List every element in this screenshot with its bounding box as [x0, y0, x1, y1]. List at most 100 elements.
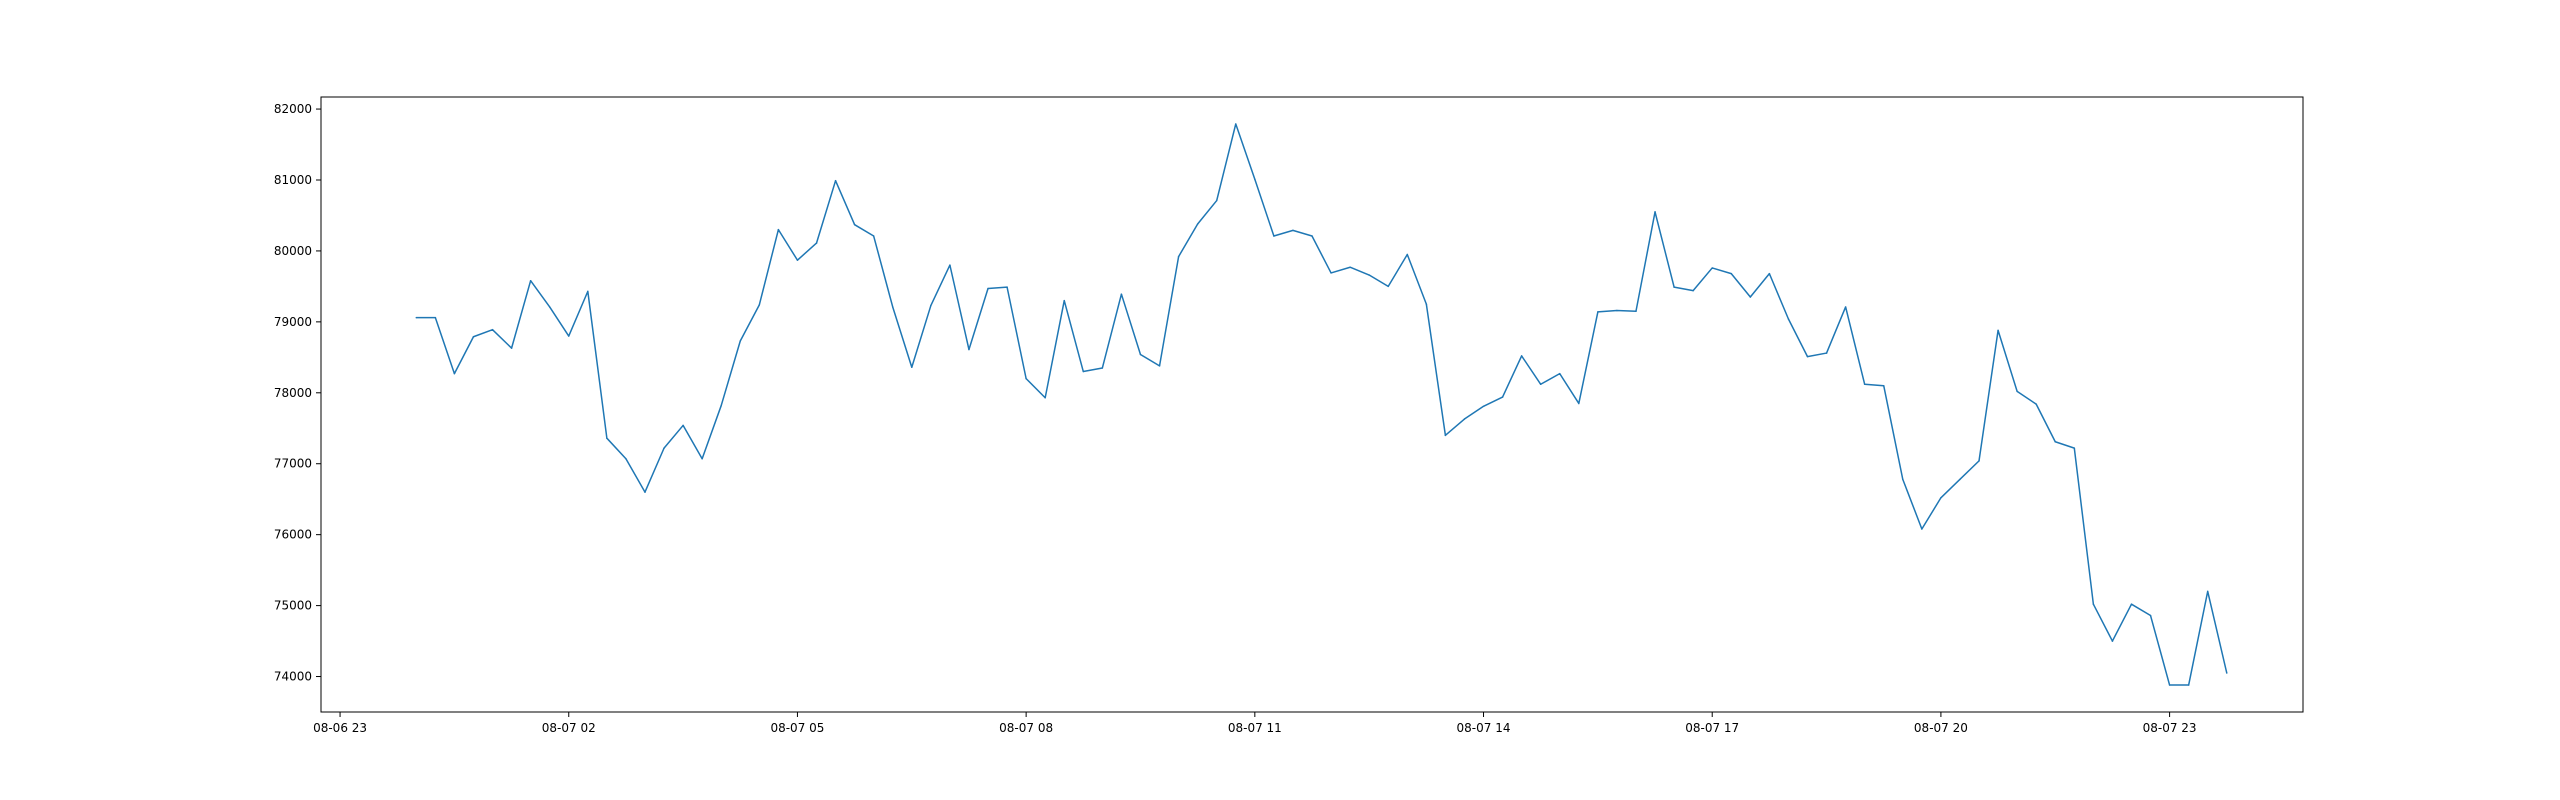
data-point	[777, 228, 780, 231]
data-point	[1311, 235, 1313, 237]
x-tick-label: 08-07 08	[999, 721, 1053, 735]
data-point	[1006, 286, 1008, 288]
data-point	[1844, 306, 1847, 308]
data-point	[1044, 397, 1046, 399]
data-point	[1673, 286, 1675, 288]
data-point	[1482, 405, 1485, 408]
data-point	[949, 264, 951, 266]
data-point	[1292, 229, 1294, 232]
data-point	[1215, 199, 1218, 202]
data-point	[1787, 318, 1790, 320]
data-point	[2187, 684, 2190, 686]
data-point	[434, 316, 437, 319]
data-point	[1654, 211, 1656, 213]
data-point	[1940, 497, 1942, 499]
data-point	[1730, 272, 1733, 275]
data-point	[1101, 367, 1104, 369]
data-point	[1559, 372, 1561, 375]
data-point	[2226, 672, 2228, 674]
data-point	[2149, 614, 2152, 617]
y-tick-label: 75000	[274, 599, 312, 613]
data-point	[1597, 311, 1599, 313]
data-point	[529, 279, 532, 282]
y-tick-label: 76000	[274, 528, 312, 542]
data-point	[1578, 402, 1580, 405]
data-point	[606, 437, 608, 439]
data-point	[1806, 355, 1809, 358]
y-tick-label: 81000	[274, 173, 312, 187]
x-tick-label: 08-06 23	[313, 721, 367, 735]
data-point	[2130, 603, 2133, 605]
data-point	[1196, 223, 1199, 225]
data-point	[1635, 310, 1637, 312]
data-point	[1978, 460, 1980, 462]
data-point	[1768, 272, 1771, 275]
data-point	[1406, 253, 1409, 256]
data-point	[2035, 403, 2037, 405]
data-point	[872, 235, 875, 237]
data-point	[1063, 299, 1065, 302]
y-tick-label: 79000	[274, 315, 312, 329]
x-tick-label: 08-07 02	[542, 721, 596, 735]
data-point	[625, 458, 627, 460]
x-tick-label: 08-07 23	[2143, 721, 2197, 735]
data-point	[1368, 274, 1370, 276]
data-point	[1444, 434, 1447, 437]
data-point	[1330, 272, 1332, 274]
data-point	[2092, 603, 2095, 605]
data-point	[1425, 303, 1428, 305]
data-point	[2168, 684, 2171, 686]
data-point	[2054, 440, 2056, 443]
data-point	[1501, 396, 1504, 398]
x-axis: 08-06 23 08-07 02 08-07 05 08-07 08 08-07 11…	[313, 712, 2197, 735]
plot-frame	[320, 96, 2304, 713]
data-point	[2111, 640, 2114, 642]
data-point	[1539, 383, 1542, 386]
y-tick-label: 80000	[274, 244, 312, 258]
data-point	[472, 336, 475, 338]
data-point	[1959, 478, 1961, 481]
data-point	[2206, 590, 2209, 593]
data-point	[1692, 289, 1694, 292]
data-point	[663, 447, 665, 449]
series-line	[416, 123, 2228, 686]
data-point	[834, 179, 837, 182]
data-point	[720, 404, 722, 407]
data-point	[2016, 390, 2018, 393]
data-point	[1997, 329, 1999, 332]
data-point	[987, 287, 989, 290]
data-point	[891, 306, 894, 308]
data-point	[853, 223, 856, 226]
data-point	[1235, 123, 1237, 125]
data-point	[1273, 235, 1275, 237]
x-tick-label: 08-07 20	[1914, 721, 1968, 735]
data-point	[930, 304, 932, 307]
data-point	[1825, 352, 1828, 354]
y-axis: 74000 75000 76000 77000 78000 79000 80000 81000…	[274, 102, 321, 684]
data-point	[1120, 293, 1123, 295]
y-tick-label: 82000	[274, 102, 312, 116]
y-tick-label: 77000	[274, 457, 312, 471]
data-point	[1520, 355, 1523, 357]
data-point	[815, 242, 818, 244]
x-tick-label: 08-07 17	[1685, 721, 1739, 735]
data-point	[1711, 267, 1713, 269]
data-points	[415, 123, 2228, 686]
data-point	[1025, 377, 1027, 380]
data-point	[453, 372, 456, 375]
data-point	[1254, 178, 1256, 181]
data-point	[491, 328, 494, 331]
data-point	[758, 304, 761, 306]
data-point	[1616, 309, 1618, 312]
data-point	[1902, 478, 1904, 481]
data-point	[796, 259, 799, 261]
data-point	[587, 290, 589, 293]
data-point	[510, 347, 513, 349]
data-point	[682, 424, 684, 427]
data-point	[701, 458, 703, 460]
y-tick-label: 74000	[274, 670, 312, 684]
data-point	[1863, 383, 1866, 386]
data-point	[644, 491, 646, 493]
data-point	[2073, 447, 2076, 449]
